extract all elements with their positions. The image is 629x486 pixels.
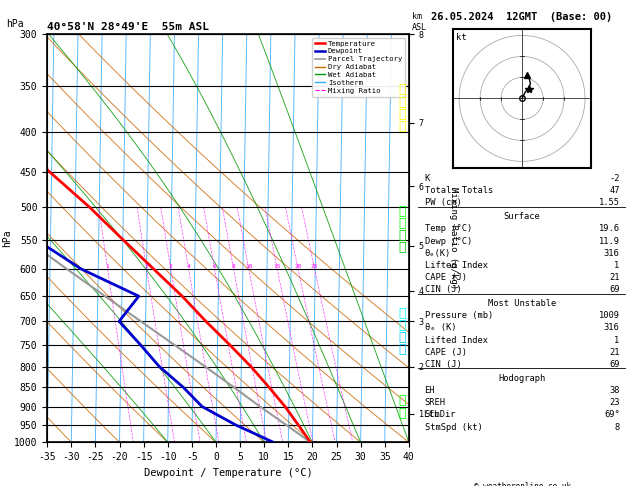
Text: K: K bbox=[425, 174, 430, 183]
Text: ⋀: ⋀ bbox=[399, 120, 406, 133]
Text: ⋀: ⋀ bbox=[399, 319, 406, 332]
Text: ⋀: ⋀ bbox=[399, 108, 406, 121]
Text: ⋀: ⋀ bbox=[399, 242, 406, 254]
Text: 1: 1 bbox=[615, 336, 620, 345]
Text: 26.05.2024  12GMT  (Base: 00): 26.05.2024 12GMT (Base: 00) bbox=[431, 12, 613, 22]
Text: EH: EH bbox=[425, 386, 435, 395]
Text: 6: 6 bbox=[213, 264, 216, 269]
Text: ⋀: ⋀ bbox=[399, 331, 406, 344]
Text: PW (cm): PW (cm) bbox=[425, 198, 461, 208]
Text: 69°: 69° bbox=[604, 410, 620, 419]
Text: -2: -2 bbox=[609, 174, 620, 183]
Text: Dewp (°C): Dewp (°C) bbox=[425, 237, 472, 245]
Text: 11.9: 11.9 bbox=[599, 237, 620, 245]
Text: ⋀: ⋀ bbox=[399, 395, 406, 407]
X-axis label: Dewpoint / Temperature (°C): Dewpoint / Temperature (°C) bbox=[143, 468, 313, 478]
Text: Surface: Surface bbox=[504, 212, 540, 221]
Text: SREH: SREH bbox=[425, 398, 445, 407]
Text: 3: 3 bbox=[169, 264, 173, 269]
Text: ⋀: ⋀ bbox=[399, 217, 406, 230]
Text: 1009: 1009 bbox=[599, 312, 620, 320]
Text: 316: 316 bbox=[604, 249, 620, 258]
Text: 2: 2 bbox=[145, 264, 148, 269]
Text: 38: 38 bbox=[609, 386, 620, 395]
Text: CAPE (J): CAPE (J) bbox=[425, 348, 467, 357]
Text: ⋀: ⋀ bbox=[399, 229, 406, 242]
Text: Pressure (mb): Pressure (mb) bbox=[425, 312, 493, 320]
Y-axis label: Mixing Ratio (g/kg): Mixing Ratio (g/kg) bbox=[449, 187, 458, 289]
Text: ⋀: ⋀ bbox=[399, 344, 406, 356]
Text: 21: 21 bbox=[609, 348, 620, 357]
Text: θₑ(K): θₑ(K) bbox=[425, 249, 451, 258]
Text: StmDir: StmDir bbox=[425, 410, 456, 419]
Text: Hodograph: Hodograph bbox=[498, 374, 546, 383]
Text: Temp (°C): Temp (°C) bbox=[425, 225, 472, 233]
Text: 1: 1 bbox=[615, 261, 620, 270]
Text: Lifted Index: Lifted Index bbox=[425, 336, 487, 345]
Y-axis label: hPa: hPa bbox=[3, 229, 13, 247]
Text: 10: 10 bbox=[245, 264, 253, 269]
Text: 69: 69 bbox=[609, 285, 620, 294]
Text: StmSpd (kt): StmSpd (kt) bbox=[425, 422, 482, 432]
Text: Totals Totals: Totals Totals bbox=[425, 186, 493, 195]
Text: Most Unstable: Most Unstable bbox=[488, 299, 556, 308]
Text: 8: 8 bbox=[615, 422, 620, 432]
Text: CIN (J): CIN (J) bbox=[425, 360, 461, 369]
Text: CAPE (J): CAPE (J) bbox=[425, 273, 467, 282]
Text: 8: 8 bbox=[231, 264, 235, 269]
Text: ⋀: ⋀ bbox=[399, 96, 406, 108]
Text: 25: 25 bbox=[311, 264, 318, 269]
Text: ⋀: ⋀ bbox=[399, 84, 406, 96]
Text: CIN (J): CIN (J) bbox=[425, 285, 461, 294]
Text: kt: kt bbox=[455, 34, 466, 42]
Text: 316: 316 bbox=[604, 324, 620, 332]
Text: © weatheronline.co.uk: © weatheronline.co.uk bbox=[474, 482, 571, 486]
Legend: Temperature, Dewpoint, Parcel Trajectory, Dry Adiabat, Wet Adiabat, Isotherm, Mi: Temperature, Dewpoint, Parcel Trajectory… bbox=[312, 37, 405, 97]
Text: ⋀: ⋀ bbox=[399, 407, 406, 419]
Text: 69: 69 bbox=[609, 360, 620, 369]
Text: 20: 20 bbox=[294, 264, 302, 269]
Text: 4: 4 bbox=[187, 264, 191, 269]
Text: 47: 47 bbox=[609, 186, 620, 195]
Text: 15: 15 bbox=[274, 264, 281, 269]
Text: 1: 1 bbox=[106, 264, 109, 269]
Text: θₑ (K): θₑ (K) bbox=[425, 324, 456, 332]
Text: 23: 23 bbox=[609, 398, 620, 407]
Text: ⋀: ⋀ bbox=[399, 307, 406, 320]
Text: 21: 21 bbox=[609, 273, 620, 282]
Text: 19.6: 19.6 bbox=[599, 225, 620, 233]
Text: km
ASL: km ASL bbox=[412, 12, 427, 32]
Text: 1.55: 1.55 bbox=[599, 198, 620, 208]
Text: 40°58'N 28°49'E  55m ASL: 40°58'N 28°49'E 55m ASL bbox=[47, 22, 209, 32]
Text: Lifted Index: Lifted Index bbox=[425, 261, 487, 270]
Text: hPa: hPa bbox=[6, 19, 24, 29]
Text: ⋀: ⋀ bbox=[399, 205, 406, 218]
